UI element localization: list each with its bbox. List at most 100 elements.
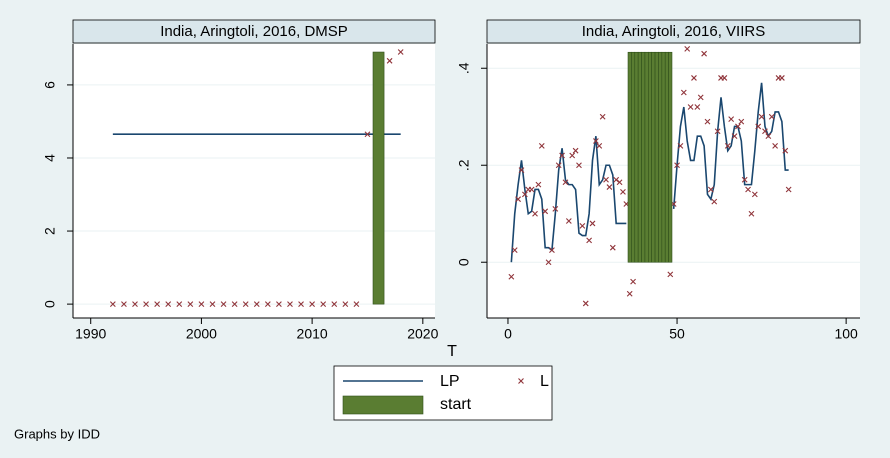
marker [542, 208, 549, 215]
marker [616, 179, 623, 186]
marker [630, 278, 636, 285]
note: Graphs by IDD [14, 426, 100, 441]
marker [535, 181, 542, 188]
marker [606, 184, 613, 190]
marker [220, 301, 227, 308]
marker [755, 123, 762, 130]
bar [661, 51, 666, 263]
marker [707, 186, 714, 193]
marker [609, 244, 616, 251]
marker [599, 113, 606, 120]
marker [768, 113, 775, 120]
marker [772, 142, 779, 149]
marker [549, 247, 555, 253]
marker [785, 186, 792, 193]
marker [187, 301, 194, 308]
marker [242, 301, 249, 308]
marker [264, 301, 271, 308]
marker [613, 176, 620, 183]
marker [704, 118, 711, 125]
marker [518, 167, 525, 173]
marker [728, 116, 735, 123]
y-tick-label: .2 [456, 159, 472, 171]
bar [637, 51, 642, 263]
marker [569, 152, 576, 159]
marker [121, 301, 127, 308]
marker [687, 104, 694, 110]
x-axis-title: T [447, 343, 457, 360]
marker [586, 237, 593, 244]
marker [397, 49, 404, 55]
panel-title-box [486, 19, 861, 44]
marker [589, 220, 596, 227]
bar [372, 51, 385, 305]
marker [298, 301, 304, 308]
legend-label: L [540, 373, 549, 390]
marker [626, 290, 633, 297]
marker [701, 50, 707, 57]
marker [677, 142, 684, 149]
marker [508, 273, 515, 280]
marker [576, 162, 582, 169]
x-tick-label: 0 [504, 326, 512, 342]
marker [751, 191, 758, 198]
plot-area [487, 44, 860, 318]
panel-title-box [72, 19, 436, 44]
marker [521, 191, 528, 198]
y-tick-label: .4 [456, 62, 472, 74]
marker [731, 133, 738, 140]
bar [644, 51, 649, 263]
marker [165, 301, 172, 308]
legend-label: start [440, 396, 472, 413]
marker [528, 186, 535, 193]
marker [674, 162, 680, 169]
marker [565, 218, 572, 224]
marker [735, 123, 741, 130]
marker [231, 301, 238, 308]
bar [654, 51, 659, 263]
marker [515, 196, 522, 203]
bar [651, 51, 656, 263]
bar [668, 51, 673, 263]
marker [545, 259, 552, 266]
marker [353, 301, 360, 308]
y-tick-label: 4 [42, 154, 58, 162]
y-tick-label: 6 [42, 81, 58, 89]
marker [762, 128, 768, 135]
marker [386, 57, 393, 64]
marker [198, 301, 205, 308]
marker [562, 179, 569, 186]
marker [620, 189, 626, 195]
marker [694, 104, 701, 110]
marker [176, 301, 183, 308]
marker [667, 271, 674, 278]
bar [648, 51, 652, 263]
bar [658, 51, 663, 263]
marker [209, 301, 216, 308]
marker [572, 147, 579, 154]
y-tick-label: 2 [42, 227, 58, 235]
marker [331, 301, 338, 308]
marker [364, 131, 371, 138]
marker [765, 133, 772, 140]
bar [664, 51, 669, 263]
marker [154, 301, 161, 308]
marker [552, 205, 559, 212]
marker [758, 113, 765, 120]
marker [582, 300, 589, 307]
marker [697, 94, 704, 101]
panel-title: India, Aringtoli, 2016, VIIRS [582, 23, 765, 40]
marker [782, 147, 789, 154]
bar [641, 51, 646, 263]
x-tick-label: 100 [834, 326, 858, 342]
marker [276, 301, 282, 308]
marker [555, 162, 562, 169]
marker [559, 152, 565, 159]
marker [253, 301, 260, 308]
x-tick-label: 1990 [75, 326, 106, 342]
panel-title: India, Aringtoli, 2016, DMSP [160, 23, 348, 40]
marker [684, 45, 691, 52]
marker [109, 301, 116, 308]
marker [532, 210, 538, 217]
